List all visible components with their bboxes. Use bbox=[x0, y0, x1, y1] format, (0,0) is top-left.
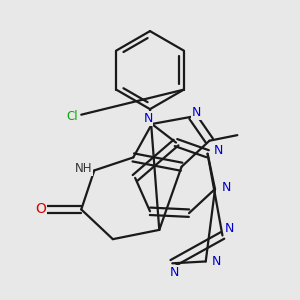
Text: N: N bbox=[214, 143, 224, 157]
Text: Cl: Cl bbox=[66, 110, 78, 123]
Text: NH: NH bbox=[75, 162, 92, 175]
Text: N: N bbox=[192, 106, 201, 119]
Text: N: N bbox=[221, 181, 231, 194]
Text: N: N bbox=[224, 222, 234, 235]
Text: N: N bbox=[143, 112, 153, 125]
Text: N: N bbox=[169, 266, 179, 279]
Text: N: N bbox=[212, 255, 222, 268]
Text: O: O bbox=[35, 202, 46, 216]
